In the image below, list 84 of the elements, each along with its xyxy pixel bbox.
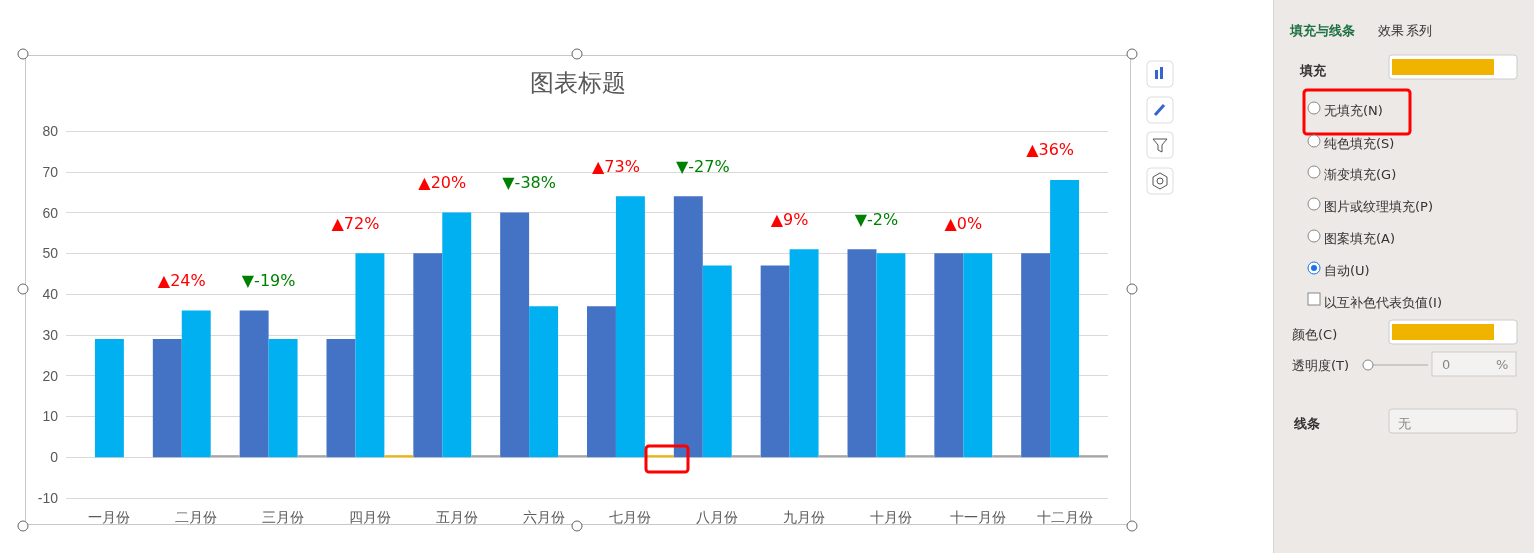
annotation: ▲72%: [331, 213, 380, 233]
annotation: ▲73%: [592, 156, 640, 176]
bar: [731, 455, 761, 458]
chart-title: 图表标题: [530, 69, 626, 97]
bar: [963, 253, 993, 458]
bar: [847, 249, 877, 458]
text: %: [1496, 357, 1509, 372]
annotation: ▼-27%: [675, 156, 730, 176]
bar: [94, 338, 124, 458]
text: 0: [1442, 357, 1451, 372]
text: 无: [1398, 415, 1411, 433]
annotation: ▲20%: [418, 173, 467, 193]
x-tick-label: 三月份: [262, 509, 305, 525]
bar: [442, 212, 472, 458]
bar: [905, 455, 935, 458]
annotation: ▲36%: [1026, 140, 1075, 160]
bar: [876, 253, 906, 458]
bar: [673, 196, 703, 458]
text: 以互补色代表负值(I): [1324, 294, 1442, 312]
annotation: ▼-38%: [502, 173, 556, 193]
text: 图片或纹理填充(P): [1324, 198, 1433, 216]
annotation: ▼-2%: [854, 209, 899, 229]
text: 无填充(N): [1324, 102, 1383, 120]
y-tick-label: 70: [42, 163, 59, 180]
x-tick-label: 一月份: [88, 509, 131, 525]
bar: [702, 265, 732, 458]
text: 线条: [1294, 415, 1320, 433]
x-tick-label: 六月份: [522, 509, 565, 525]
text: 图案填充(A): [1324, 230, 1396, 248]
annotation: ▲24%: [157, 270, 206, 290]
y-tick-label: -10: [37, 490, 59, 506]
x-tick-label: 二月份: [175, 509, 218, 525]
text: 透明度(T): [1292, 357, 1350, 375]
x-tick-label: 十二月份: [1036, 509, 1093, 525]
y-tick-label: 80: [42, 123, 59, 139]
bar: [1079, 455, 1108, 458]
bar: [500, 212, 530, 458]
bar: [239, 310, 269, 458]
bar: [992, 455, 1022, 458]
x-tick-label: 五月份: [435, 509, 478, 525]
bar: [1021, 253, 1051, 458]
bar: [615, 196, 645, 458]
text: 系列: [1406, 22, 1432, 40]
bar: [934, 253, 964, 458]
text: 纯色填充(S): [1324, 135, 1395, 153]
bar: [818, 455, 848, 458]
text: 渐变填充(G): [1324, 166, 1397, 184]
bar: [1050, 179, 1080, 458]
bar: [558, 455, 587, 458]
x-tick-label: 四月份: [348, 509, 391, 525]
bar: [326, 338, 356, 458]
bar: [152, 338, 182, 458]
bar: [210, 455, 240, 458]
y-tick-label: 0: [50, 449, 59, 466]
text: 填充与线条: [1290, 22, 1355, 40]
text: 填充: [1300, 62, 1326, 80]
text: 颜色(C): [1292, 326, 1338, 344]
text: 效果: [1378, 22, 1404, 40]
x-tick-label: 七月份: [609, 509, 652, 525]
y-tick-label: 60: [42, 204, 59, 221]
annotation: ▲9%: [770, 209, 809, 229]
bar: [268, 338, 298, 458]
bar: [413, 253, 443, 458]
annotation: ▼-19%: [241, 270, 296, 290]
bar: [355, 253, 385, 458]
x-tick-label: 十一月份: [949, 509, 1006, 525]
text: 自动(U): [1324, 262, 1370, 280]
y-tick-label: 30: [42, 326, 59, 343]
bar: [384, 455, 414, 458]
bar: [529, 306, 559, 458]
bar: [181, 310, 211, 458]
bar: [471, 455, 501, 458]
bar: [587, 306, 616, 458]
x-tick-label: 九月份: [783, 509, 826, 525]
x-tick-label: 十月份: [869, 509, 912, 525]
y-tick-label: 10: [42, 408, 59, 425]
bar: [760, 265, 790, 458]
annotation: ▲0%: [944, 213, 983, 233]
y-tick-label: 20: [42, 367, 59, 384]
y-tick-label: 40: [42, 286, 59, 303]
bar: [789, 249, 819, 458]
x-tick-label: 八月份: [696, 509, 739, 525]
y-tick-label: 50: [42, 245, 59, 262]
bar: [297, 455, 327, 458]
